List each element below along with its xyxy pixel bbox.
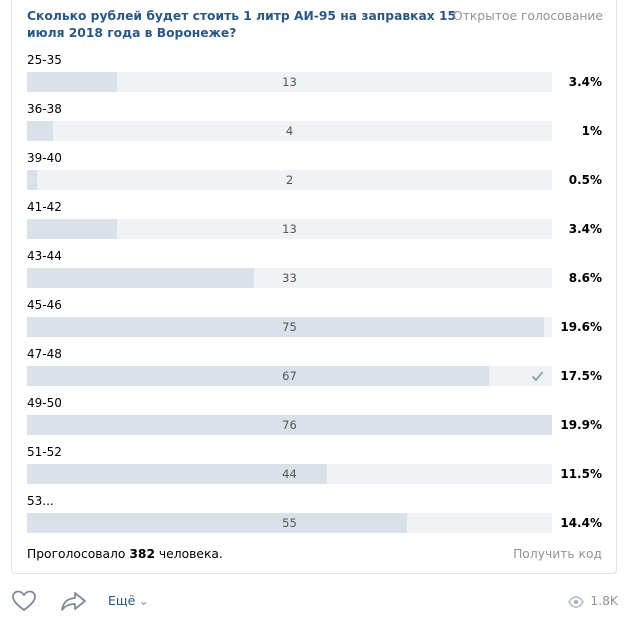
poll-header: Сколько рублей будет стоить 1 литр АИ-95… [27,8,617,44]
total-prefix: Проголосовало [27,547,126,561]
option-label: 36-38 [27,102,62,116]
poll-option: 43-44 33 8.6% [27,249,617,298]
share-button[interactable] [60,589,88,613]
option-bar-fill [27,366,489,386]
option-bar[interactable]: 67 [27,366,552,386]
option-label: 51-52 [27,445,62,459]
option-bar[interactable]: 33 [27,268,552,288]
poll-option: 47-48 67 17.5% [27,347,617,396]
option-vote-count: 76 [282,418,297,432]
more-button[interactable]: Ещё ⌄ [108,591,149,611]
option-percent: 8.6% [568,271,602,285]
share-icon [61,592,86,611]
option-bar-fill [27,317,545,337]
eye-icon [568,595,585,608]
option-percent: 0.5% [568,173,602,187]
option-bar-fill [27,219,117,239]
option-percent: 1% [581,124,602,138]
option-percent: 17.5% [560,369,602,383]
option-bar[interactable]: 13 [27,219,552,239]
option-bar[interactable]: 4 [27,121,552,141]
option-vote-count: 67 [282,369,297,383]
option-bar[interactable]: 2 [27,170,552,190]
poll-option: 25-35 13 3.4% [27,53,617,102]
total-suffix: человека. [158,547,223,561]
option-vote-count: 55 [282,516,297,530]
option-bar-fill [27,464,327,484]
option-vote-count: 4 [285,124,294,138]
like-button[interactable] [11,589,37,613]
heart-icon [12,590,36,612]
option-vote-count: 75 [282,320,297,334]
checkmark-icon [531,371,544,382]
poll-option: 45-46 75 19.6% [27,298,617,347]
more-label: Ещё [108,593,136,608]
option-bar[interactable]: 75 [27,317,552,337]
views-count: 1.8K [590,594,618,608]
poll-option: 36-38 4 1% [27,102,617,151]
option-vote-count: 33 [282,271,297,285]
option-label: 43-44 [27,249,62,263]
option-bar-fill [27,170,37,190]
option-label: 45-46 [27,298,62,312]
option-vote-count: 44 [282,467,297,481]
option-label: 25-35 [27,53,62,67]
poll-option: 51-52 44 11.5% [27,445,617,494]
poll-card: Сколько рублей будет стоить 1 литр АИ-95… [11,0,617,574]
option-bar[interactable]: 76 [27,415,552,435]
option-percent: 19.6% [560,320,602,334]
total-votes: Проголосовало 382 человека. [27,545,223,563]
option-percent: 3.4% [568,75,602,89]
poll-title: Сколько рублей будет стоить 1 литр АИ-95… [27,9,457,40]
chevron-down-icon: ⌄ [138,593,149,608]
option-vote-count: 13 [282,75,297,89]
views-counter: 1.8K [568,591,618,611]
option-bar-fill [27,121,54,141]
option-bar-fill [27,513,407,533]
option-percent: 14.4% [560,516,602,530]
poll-type-label: Открытое голосование [453,9,603,23]
poll-option: 49-50 76 19.9% [27,396,617,445]
poll-options: 25-35 13 3.4% 36-38 4 1% 39-40 2 0.5% 41-42 13 3.4%… [27,53,617,543]
post-actions: Ещё ⌄ 1.8K [0,586,641,616]
option-percent: 11.5% [560,467,602,481]
option-bar-fill [27,268,254,288]
total-count: 382 [129,547,155,561]
option-bar-fill [27,72,117,92]
poll-footer: Проголосовало 382 человека. Получить код [27,545,602,563]
option-percent: 19.9% [560,418,602,432]
option-percent: 3.4% [568,222,602,236]
option-bar[interactable]: 13 [27,72,552,92]
poll-option: 39-40 2 0.5% [27,151,617,200]
option-vote-count: 2 [285,173,294,187]
poll-option: 53... 55 14.4% [27,494,617,543]
option-vote-count: 13 [282,222,297,236]
get-code-link[interactable]: Получить код [513,547,602,561]
option-bar[interactable]: 44 [27,464,552,484]
poll-option: 41-42 13 3.4% [27,200,617,249]
option-label: 41-42 [27,200,62,214]
option-label: 53... [27,494,54,508]
option-label: 39-40 [27,151,62,165]
option-label: 47-48 [27,347,62,361]
option-bar-fill [27,415,552,435]
option-label: 49-50 [27,396,62,410]
option-bar[interactable]: 55 [27,513,552,533]
